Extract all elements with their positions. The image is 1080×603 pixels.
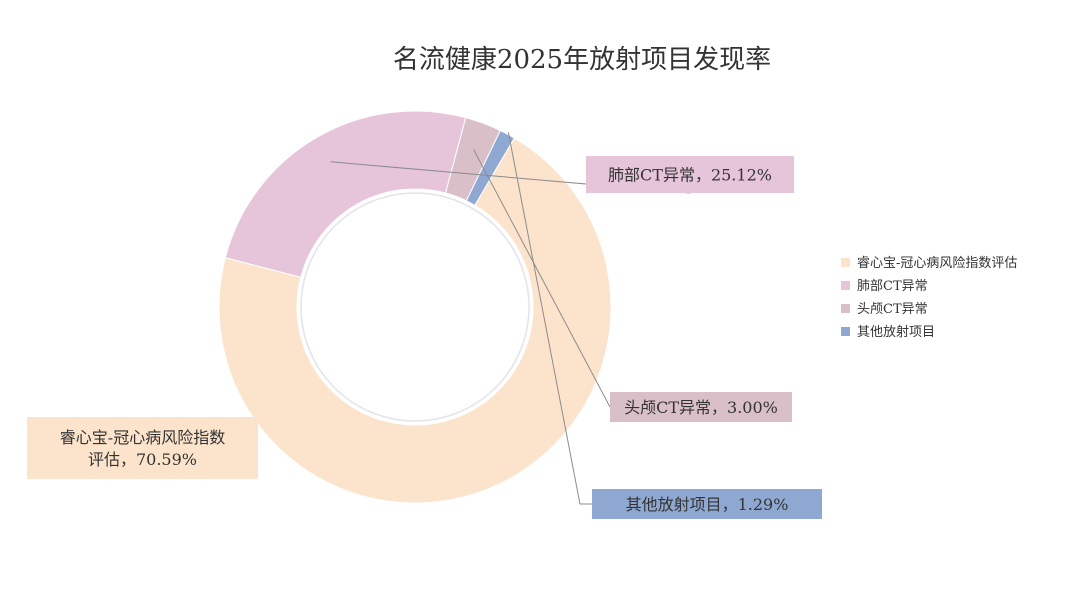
data-label-3: 其他放射项目，1.29% bbox=[626, 495, 789, 514]
legend-swatch-0 bbox=[841, 258, 850, 267]
data-label-box-1 bbox=[586, 156, 794, 193]
legend-swatch-2 bbox=[841, 304, 850, 313]
leader-line-3 bbox=[507, 132, 592, 505]
inner-ring-outline bbox=[300, 192, 530, 422]
data-label-2: 头颅CT异常，3.00% bbox=[624, 398, 778, 417]
slice-0 bbox=[218, 137, 612, 504]
data-label-box-0 bbox=[27, 417, 258, 479]
legend-entry-0: 睿心宝-冠心病风险指数评估 bbox=[857, 256, 1017, 271]
legend-entry-2: 头颅CT异常 bbox=[857, 302, 928, 317]
data-label-box-2 bbox=[610, 392, 792, 422]
chart-title: 名流健康2025年放射项目发现率 bbox=[393, 45, 771, 75]
data-label-box-3 bbox=[592, 489, 822, 519]
legend-swatch-1 bbox=[841, 281, 850, 290]
legend-swatch-3 bbox=[841, 327, 850, 336]
donut-slices bbox=[218, 110, 612, 504]
legend-entry-1: 肺部CT异常 bbox=[857, 279, 928, 294]
legend-entry-3: 其他放射项目 bbox=[857, 324, 935, 340]
slice-1 bbox=[224, 110, 467, 278]
data-label-1: 肺部CT异常，25.12% bbox=[608, 166, 772, 185]
data-labels: 睿心宝-冠心病风险指数评估，70.59% 肺部CT异常，25.12% 头颅CT异常，… bbox=[27, 156, 822, 519]
data-label-0: 睿心宝-冠心病风险指数评估，70.59% bbox=[60, 428, 225, 469]
slice-3 bbox=[465, 129, 516, 206]
leader-line-2 bbox=[473, 149, 611, 408]
